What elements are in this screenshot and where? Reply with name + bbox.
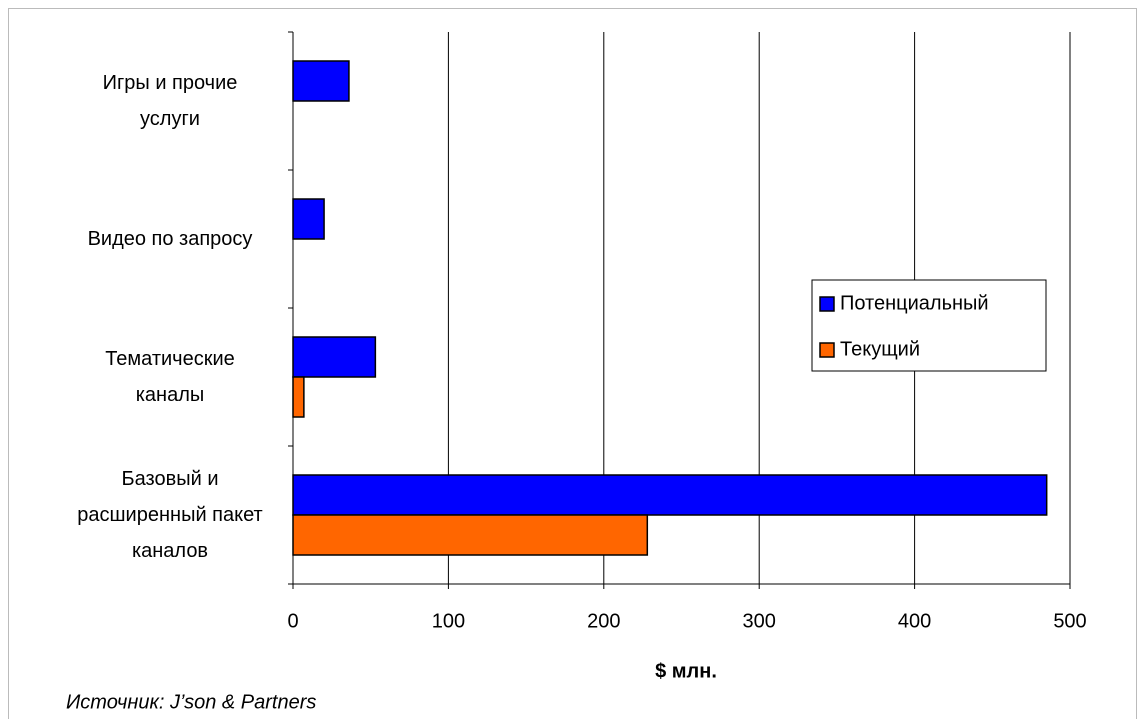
y-tick-label: Базовый и расширенный пакет каналов [77, 468, 263, 562]
bar [292, 60, 350, 102]
chart-border [8, 8, 1137, 719]
x-tick-label: 0 [287, 610, 298, 632]
y-tick-label: Игры и прочие услуги [102, 72, 238, 130]
source: Источник: J’son & Partners [66, 691, 316, 713]
x-tick-label: 400 [898, 610, 931, 632]
x-tick-label: 200 [587, 610, 620, 632]
bar [292, 474, 1048, 516]
x-axis-title: $ млн. [655, 660, 717, 682]
bar [292, 336, 377, 378]
bar [292, 514, 649, 556]
x-tick-label: 100 [432, 610, 465, 632]
bar [292, 376, 305, 418]
x-tick-label: 500 [1053, 610, 1086, 632]
legend-box [811, 279, 1047, 372]
legend-swatch [819, 342, 835, 358]
legend-swatch [819, 296, 835, 312]
x-tick-label: 300 [743, 610, 776, 632]
legend-label: Текущий [840, 338, 920, 360]
y-tick-label: Видео по запросу [87, 228, 253, 250]
bar [292, 198, 325, 240]
y-tick-label: Тематические каналы [105, 348, 235, 406]
legend-label: Потенциальный [840, 292, 989, 314]
